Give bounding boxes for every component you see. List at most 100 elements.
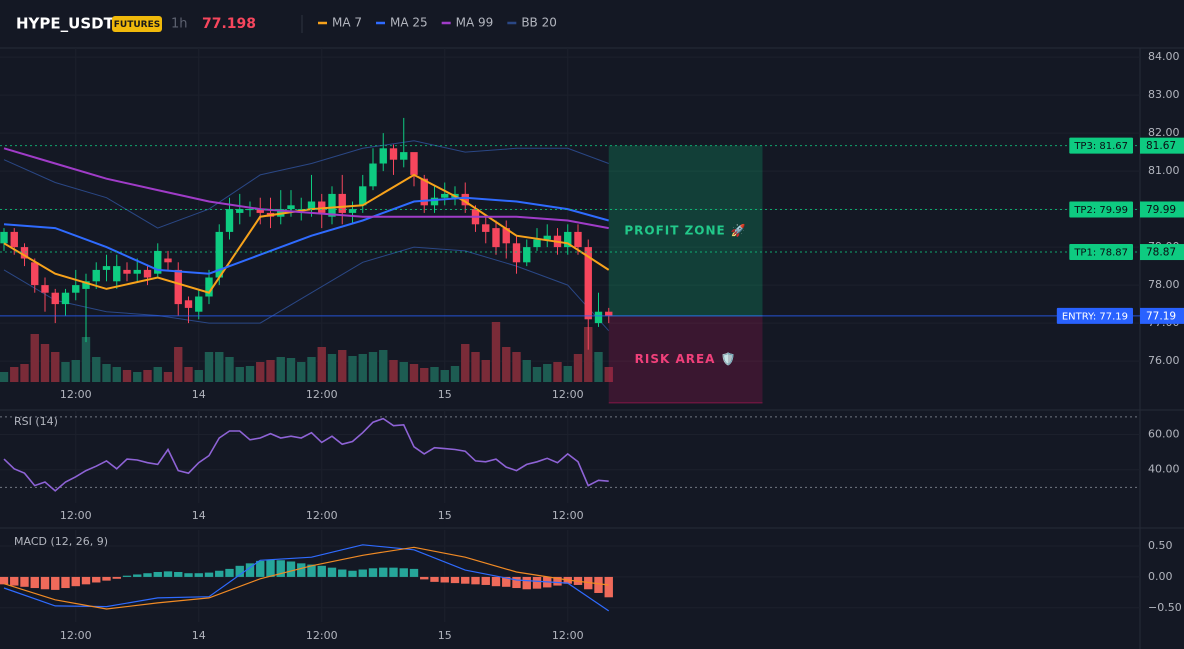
candle-body (82, 281, 90, 289)
macd-histogram (61, 576, 70, 589)
macd-histogram (133, 574, 142, 577)
macd-histogram (399, 568, 408, 577)
x-tick-label: 12:00 (552, 509, 584, 522)
candle-body (10, 231, 18, 248)
macd-histogram (0, 576, 9, 585)
macd-histogram (163, 571, 173, 577)
volume-bar (92, 357, 101, 382)
x-tick-label: 12:00 (60, 509, 92, 522)
x-tick-label: 12:00 (60, 388, 92, 401)
volume-bar (338, 350, 347, 382)
volume-bar (409, 364, 419, 382)
macd-histogram (174, 571, 183, 577)
bb-upper (3, 140, 609, 229)
candle-body (461, 193, 469, 206)
candle-body (154, 250, 162, 274)
macd-histogram (122, 575, 132, 577)
candle-body (246, 209, 254, 211)
candle-body (92, 269, 100, 282)
macd-histogram (450, 576, 460, 584)
macd-histogram (379, 567, 388, 577)
volume-bar (379, 350, 388, 382)
axis-price-bg (1140, 244, 1184, 261)
volume-bar (276, 357, 285, 382)
candle-body (133, 269, 141, 274)
symbol: HYPE_USDT (16, 15, 115, 33)
macd-histogram (430, 576, 439, 582)
macd-histogram (40, 576, 50, 590)
candle-body (20, 247, 29, 259)
legend-label: BB 20 (521, 16, 557, 30)
volume-bar (30, 334, 39, 382)
macd-histogram (481, 576, 490, 585)
x-tick-label: 12:00 (306, 388, 338, 401)
candle-body (61, 292, 70, 305)
volume-bar (604, 367, 613, 382)
candle-body (338, 193, 346, 213)
volume-bar (543, 364, 552, 382)
volume-bar (594, 352, 603, 382)
volume-bar (133, 372, 142, 382)
volume-bar (297, 362, 306, 382)
candle-body (605, 311, 613, 316)
macd-histogram (327, 567, 337, 577)
axis-price: 81.67 (1146, 140, 1176, 152)
candle-body (594, 311, 603, 324)
level-label-bg (1056, 307, 1133, 324)
candle-body (184, 300, 193, 308)
rsi-line (3, 417, 609, 492)
macd-histogram (225, 568, 234, 577)
candle-body (564, 231, 572, 248)
volume-bar (450, 366, 460, 382)
macd-histogram (184, 573, 193, 577)
volume-bar (225, 357, 234, 382)
candle-body (379, 148, 387, 164)
axis-price: 78.87 (1146, 247, 1176, 259)
ma-line (3, 196, 609, 275)
zone (608, 315, 763, 403)
volume-bar (317, 347, 326, 382)
volume-bar (163, 372, 173, 382)
x-tick-label: 14 (192, 629, 206, 642)
volume-bar (71, 360, 80, 382)
candle-body (492, 228, 500, 248)
macd-histogram (81, 576, 91, 585)
volume-bar (440, 370, 449, 382)
candle-body (225, 209, 234, 232)
volume-bar (194, 370, 203, 382)
panel-title: MACD (12, 26, 9) (14, 535, 108, 548)
y-tick-label: 81.00 (1148, 164, 1180, 177)
macd-histogram (317, 565, 326, 577)
macd-histogram (276, 560, 285, 577)
candle-body (400, 152, 408, 160)
candle-body (51, 292, 59, 305)
macd-histogram (420, 576, 429, 580)
volume-bar (502, 347, 511, 382)
macd-histogram (358, 569, 367, 577)
x-tick-label: 12:00 (306, 509, 338, 522)
macd-histogram (594, 576, 603, 593)
candle-body (0, 231, 8, 244)
macd-histogram (256, 560, 265, 577)
x-tick-label: 12:00 (306, 629, 338, 642)
candle-body (174, 269, 182, 305)
macd-histogram (10, 576, 19, 586)
x-tick-label: 14 (192, 388, 206, 401)
candle-body (72, 285, 80, 293)
candle-body (143, 269, 152, 278)
volume-bar (122, 370, 132, 382)
level-label: TP3: 81.67 (1073, 141, 1128, 152)
volume-bar (389, 360, 398, 382)
y-tick-label: 78.00 (1148, 278, 1180, 291)
candle-body (543, 235, 551, 240)
last-price: 77.198 (202, 16, 256, 32)
y-tick-label: 40.00 (1148, 463, 1180, 476)
legend-label: MA 25 (390, 16, 428, 30)
macd-histogram (512, 576, 521, 589)
macd-line (3, 544, 610, 612)
macd-histogram (92, 576, 101, 583)
candle-body (287, 205, 295, 210)
macd-histogram (553, 576, 562, 586)
axis-price-bg (1140, 201, 1184, 218)
